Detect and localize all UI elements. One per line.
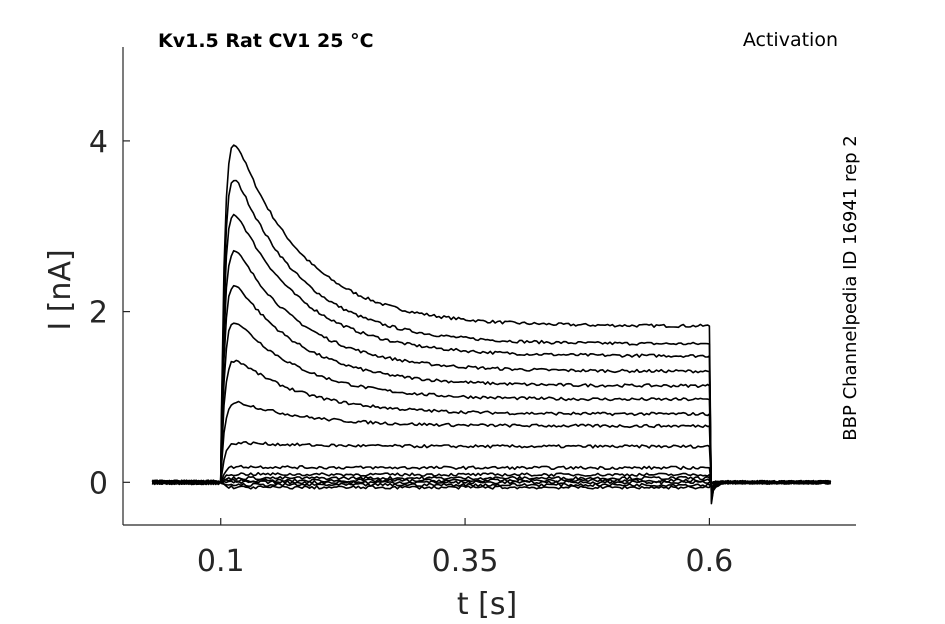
trace-1 — [151, 144, 832, 505]
trace-16 — [151, 479, 831, 490]
x-axis-label: t [s] — [457, 587, 517, 622]
x-tick-label: 0.6 — [686, 544, 734, 579]
chart-title: Kv1.5 Rat CV1 25 °C — [158, 30, 374, 52]
x-tick-label: 0.1 — [197, 544, 245, 579]
y-tick-label: 2 — [89, 296, 108, 331]
traces-group — [151, 144, 832, 505]
trace-4 — [152, 249, 831, 498]
source-label: BBP Channelpedia ID 16941 rep 2 — [840, 135, 861, 440]
axes-group: 0.1 0.35 0.6 0 2 4 — [89, 47, 856, 579]
y-tick-label: 4 — [89, 125, 108, 160]
x-tick-label: 0.35 — [432, 544, 499, 579]
trace-2 — [151, 179, 831, 503]
trace-8 — [151, 400, 831, 488]
protocol-label: Activation — [743, 29, 838, 51]
trace-3 — [151, 213, 832, 500]
y-tick-label: 0 — [89, 466, 108, 501]
y-axis-label: I [nA] — [43, 249, 78, 330]
trace-5 — [151, 284, 832, 496]
trace-15 — [151, 479, 832, 488]
